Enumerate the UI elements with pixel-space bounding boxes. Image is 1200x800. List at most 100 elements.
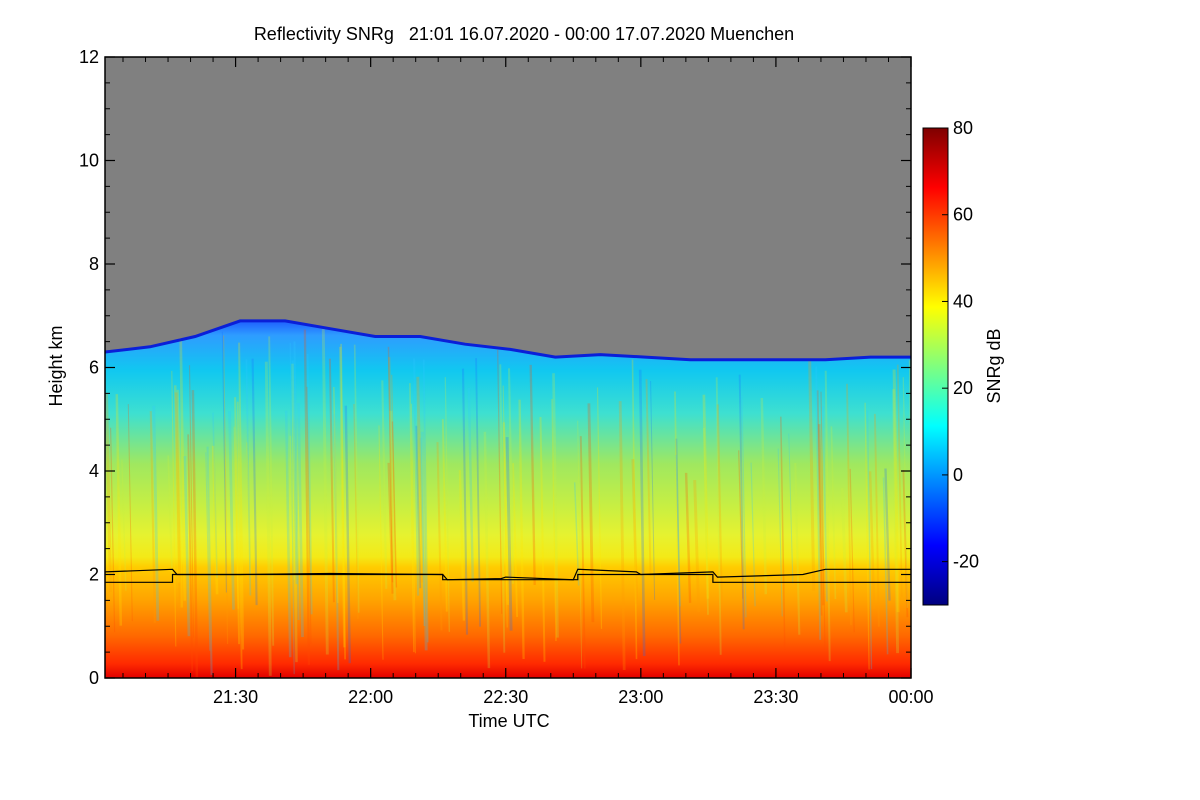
fall-streak [333,386,339,604]
fall-streak [579,436,586,669]
fall-streak [191,390,199,678]
fall-streak [587,403,595,623]
fall-streak [378,425,384,660]
fall-streak [458,470,466,621]
fall-streak [645,379,652,577]
fall-streak [684,472,692,603]
fall-streak [387,346,394,583]
colorbar-tick-label: 60 [953,205,973,225]
fall-streak [121,459,127,591]
fall-streak [176,389,183,608]
fall-streak [618,401,626,671]
fall-streak [321,329,329,655]
fall-streak [815,366,822,640]
fall-streak [794,462,801,635]
fall-streak [444,377,450,632]
fall-streak [436,442,443,631]
fall-streak [892,389,900,654]
fall-streak [167,455,174,580]
fall-streak [236,401,243,670]
fall-streak [631,359,638,660]
fall-streak [461,368,469,635]
fall-streak [760,397,768,595]
fall-streak [873,413,880,627]
fall-streak [297,402,304,638]
colorbar-bar [922,127,949,606]
fall-streak [824,370,831,662]
fall-streak [846,383,852,626]
fall-streak [882,477,889,655]
fall-streak [539,416,546,662]
fall-streak [902,469,909,618]
fall-streak [245,359,252,596]
colorbar-tick-label: 0 [953,465,963,485]
fall-streak [675,454,681,607]
fall-streak [808,360,816,591]
colorbar-tick-label: 20 [953,378,973,398]
fall-streak [529,364,536,586]
fall-streak [703,427,709,615]
fall-streak [552,373,559,638]
x-tick-label: 22:30 [483,687,528,707]
colorbar: 80 60 40 20 0 -20 SNRg dB [922,118,1004,606]
y-axis: 0 2 4 6 8 10 12 [79,47,911,688]
series-lines [105,568,911,583]
x-tick-label: 21:30 [213,687,258,707]
fall-streak [573,482,580,586]
fall-streak [228,411,235,610]
fall-streak [187,434,194,672]
fall-streak [780,416,786,651]
fall-streak [840,487,848,613]
fall-streak [638,369,646,657]
fall-streak [467,387,474,582]
fall-streak [502,422,509,605]
fall-streak [483,431,491,669]
fall-streak [381,380,388,589]
fall-streak [205,452,211,651]
fall-streak [830,426,837,600]
fall-streak [420,431,428,651]
x-tick-label: 23:00 [618,687,663,707]
x-tick-label: 00:00 [888,687,933,707]
fall-streak [817,424,825,606]
fall-streak [650,380,656,600]
fall-streak [820,391,826,653]
fall-streak [596,387,603,629]
fall-streak [551,398,557,642]
fall-streak [577,420,583,669]
fall-streak [105,392,112,593]
fall-streak [864,402,870,670]
fall-streak [152,405,160,621]
y-tick-label: 4 [89,461,99,481]
fall-streak [174,392,182,609]
fall-streak [303,329,311,666]
x-axis-label: Time UTC [468,711,549,731]
fall-streak [518,399,525,660]
fall-streak [149,411,156,623]
colorbar-ticks: 80 60 40 20 0 -20 [942,118,979,572]
fall-streak [223,335,229,645]
x-axis: 21:30 22:00 22:30 23:00 23:30 00:00 [122,57,934,707]
fall-streak [422,359,429,643]
fall-streak [868,471,876,610]
fall-streak [238,342,245,650]
fall-streak [505,437,513,631]
fall-streak [715,377,722,655]
fall-streak [289,342,295,675]
fall-streak [738,450,744,599]
fall-streak [674,391,680,666]
fall-streak [179,338,187,601]
fall-streak [788,433,794,584]
fall-streak [234,397,241,645]
fall-streaks [105,329,911,678]
fall-streak [716,404,723,606]
fall-streak [211,445,219,595]
colorbar-tick-label: 80 [953,118,973,138]
fall-streak [702,394,710,599]
colorbar-tick-label: 40 [953,291,973,311]
fall-streak [475,358,481,627]
fall-streak [387,462,394,594]
fall-streak [353,344,360,613]
